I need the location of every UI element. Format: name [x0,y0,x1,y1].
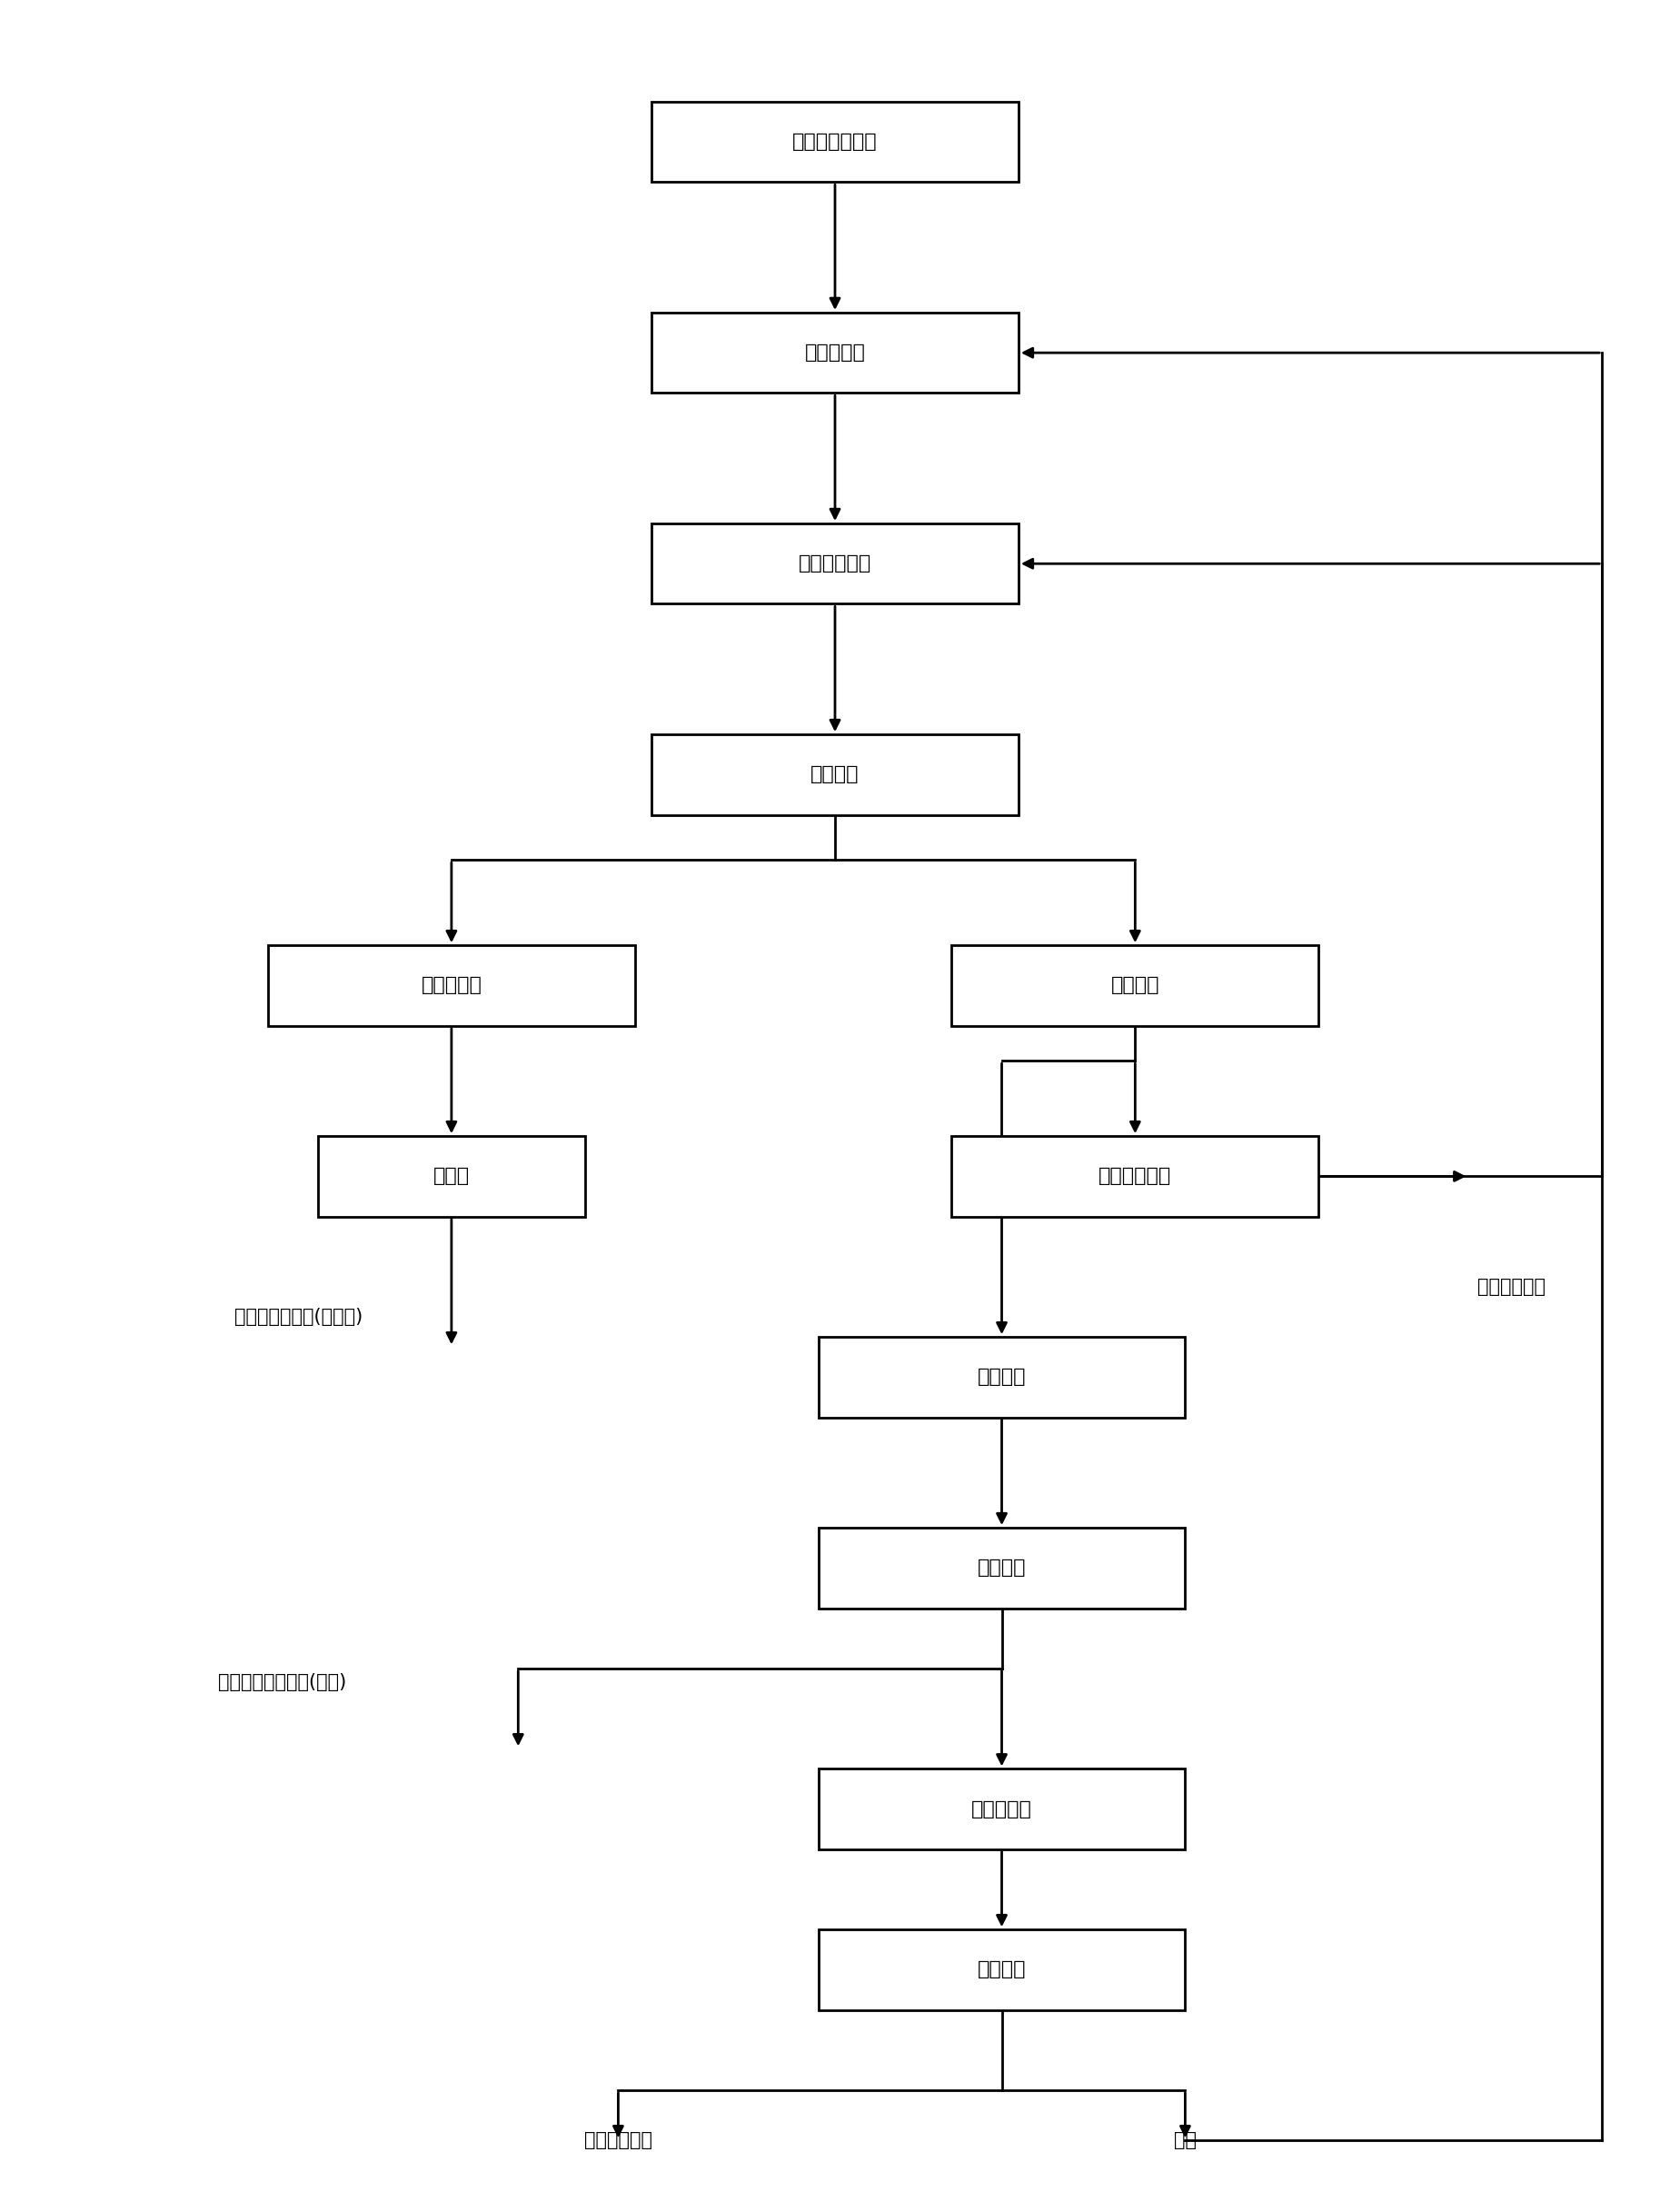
Text: 硫酸钙副产品: 硫酸钙副产品 [584,2132,653,2150]
Text: 木质素副产品: 木质素副产品 [1476,1279,1545,1296]
Text: 固液分离: 固液分离 [977,1960,1025,1980]
Text: 磷酸: 磷酸 [1174,2132,1196,2150]
FancyBboxPatch shape [651,312,1019,394]
FancyBboxPatch shape [651,734,1019,814]
FancyBboxPatch shape [952,945,1319,1026]
Text: 有机溶剂萃取: 有机溶剂萃取 [798,555,872,573]
FancyBboxPatch shape [818,1929,1186,2011]
FancyBboxPatch shape [818,1336,1186,1418]
Text: 磷酸预处理: 磷酸预处理 [805,343,865,363]
Text: 固液分离: 固液分离 [977,1559,1025,1577]
FancyBboxPatch shape [317,1137,584,1217]
FancyBboxPatch shape [818,1770,1186,1849]
Text: 木质纤维素原料: 木质纤维素原料 [793,133,877,150]
Text: 纤维素固体: 纤维素固体 [421,975,483,995]
Text: 中和磷酸: 中和磷酸 [977,1367,1025,1387]
Text: 半纤维素水解糖液(木糖): 半纤维素水解糖液(木糖) [219,1674,346,1692]
FancyBboxPatch shape [651,524,1019,604]
Text: 纤维素水解糖液(葡萄糖): 纤维素水解糖液(葡萄糖) [235,1307,362,1325]
Text: 酶水解: 酶水解 [433,1168,469,1186]
Text: 分层分相: 分层分相 [1111,975,1159,995]
Text: 回收有机溶剂: 回收有机溶剂 [1099,1168,1172,1186]
Text: 磷酸钙酸化: 磷酸钙酸化 [972,1801,1032,1818]
FancyBboxPatch shape [952,1137,1319,1217]
FancyBboxPatch shape [651,102,1019,181]
Text: 固液分离: 固液分离 [810,765,860,783]
FancyBboxPatch shape [269,945,635,1026]
FancyBboxPatch shape [818,1528,1186,1608]
